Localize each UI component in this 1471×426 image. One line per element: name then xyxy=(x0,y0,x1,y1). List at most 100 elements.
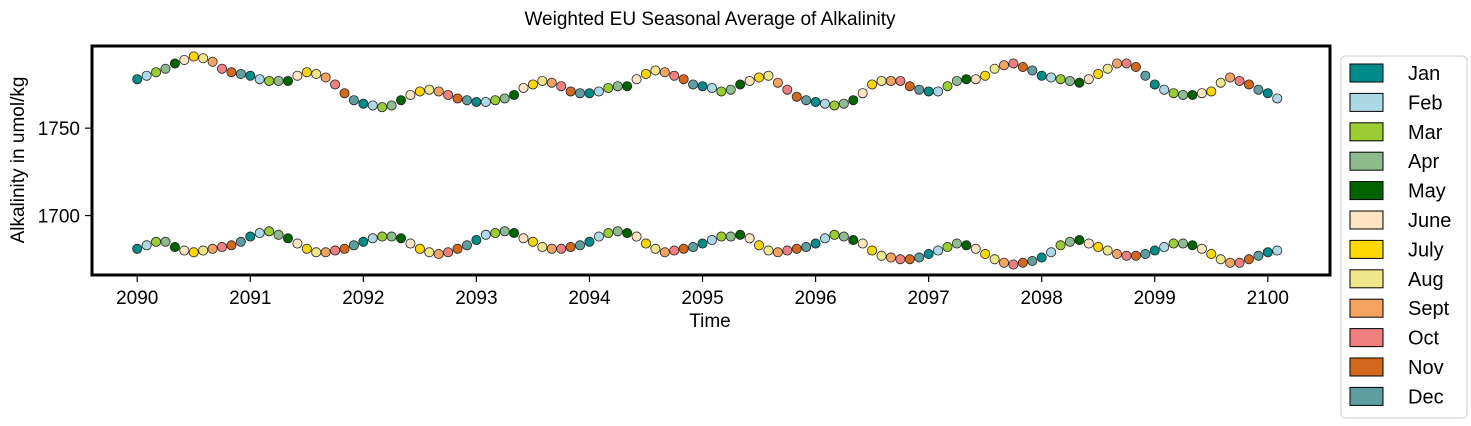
data-point xyxy=(829,229,840,240)
data-point xyxy=(867,245,878,256)
data-point xyxy=(433,249,444,260)
data-point xyxy=(509,89,520,100)
data-point xyxy=(1074,77,1085,88)
data-point xyxy=(820,233,831,244)
x-axis: 2090 2091 2092 2093 2094 2095 2096 2097 2098 2099… xyxy=(116,275,1289,309)
data-point xyxy=(1234,75,1245,86)
data-point xyxy=(650,243,661,254)
data-point xyxy=(320,247,331,258)
data-point xyxy=(876,75,887,86)
data-point xyxy=(688,79,699,90)
x-tick-label: 2095 xyxy=(681,288,723,309)
data-point xyxy=(801,95,812,106)
data-point xyxy=(1225,72,1236,83)
data-point xyxy=(1159,84,1170,95)
data-point xyxy=(725,231,736,242)
data-point xyxy=(1083,238,1094,249)
data-point xyxy=(527,236,538,247)
data-point xyxy=(791,243,802,254)
data-point xyxy=(1074,235,1085,246)
data-point xyxy=(1027,256,1038,267)
data-point xyxy=(782,245,793,256)
data-point xyxy=(311,68,322,79)
data-point xyxy=(320,72,331,83)
data-point xyxy=(772,77,783,88)
data-point xyxy=(970,74,981,85)
legend-label: Oct xyxy=(1408,328,1440,350)
data-point xyxy=(179,54,190,65)
data-point xyxy=(1168,238,1179,249)
data-point xyxy=(386,231,397,242)
data-point xyxy=(132,74,143,85)
data-point xyxy=(198,245,209,256)
data-point xyxy=(1046,72,1057,83)
data-point xyxy=(471,235,482,246)
legend-label: Feb xyxy=(1408,92,1442,114)
data-point xyxy=(414,243,425,254)
data-point xyxy=(1055,74,1066,85)
x-tick-label: 2100 xyxy=(1247,288,1289,309)
data-point xyxy=(367,233,378,244)
legend-label: Sept xyxy=(1408,298,1450,320)
data-point xyxy=(358,236,369,247)
data-point xyxy=(141,70,152,81)
data-point xyxy=(1008,58,1019,69)
data-point xyxy=(141,240,152,251)
data-point xyxy=(716,231,727,242)
data-point xyxy=(1093,242,1104,253)
data-point xyxy=(226,67,237,78)
data-point xyxy=(622,228,633,239)
data-point xyxy=(904,254,915,265)
data-point xyxy=(810,238,821,249)
data-point xyxy=(1215,254,1226,265)
data-point xyxy=(1121,58,1132,69)
data-point xyxy=(358,98,369,109)
data-point xyxy=(735,79,746,90)
data-point xyxy=(848,235,859,246)
data-point xyxy=(282,75,293,86)
data-point xyxy=(640,238,651,249)
data-point xyxy=(1262,88,1273,99)
legend-swatch xyxy=(1349,269,1384,289)
data-point xyxy=(697,81,708,92)
data-point xyxy=(1055,240,1066,251)
legend-swatch xyxy=(1349,122,1384,142)
data-point xyxy=(160,63,171,74)
data-point xyxy=(292,238,303,249)
data-point xyxy=(405,89,416,100)
data-point xyxy=(1159,242,1170,253)
data-point xyxy=(245,231,256,242)
x-tick-label: 2099 xyxy=(1134,288,1176,309)
data-point xyxy=(1206,86,1217,97)
x-tick-label: 2091 xyxy=(229,288,271,309)
x-tick-label: 2094 xyxy=(568,288,611,309)
data-point xyxy=(490,95,501,106)
data-point xyxy=(857,238,868,249)
y-axis-title: Alkalinity in umol/kg xyxy=(8,77,29,244)
data-point xyxy=(829,100,840,111)
legend-swatch xyxy=(1349,239,1384,259)
data-point xyxy=(838,231,849,242)
data-point xyxy=(933,86,944,97)
data-point xyxy=(1187,240,1198,251)
data-point xyxy=(1243,254,1254,265)
x-tick-label: 2098 xyxy=(1021,288,1063,309)
data-point xyxy=(273,229,284,240)
data-point xyxy=(914,84,925,95)
data-point xyxy=(942,242,953,253)
x-tick-label: 2090 xyxy=(116,288,158,309)
data-point xyxy=(518,82,529,93)
data-point xyxy=(885,252,896,263)
data-point xyxy=(198,53,209,64)
data-point xyxy=(1140,249,1151,260)
data-point xyxy=(499,93,510,104)
data-point xyxy=(1083,74,1094,85)
data-point xyxy=(857,88,868,99)
data-point xyxy=(1149,79,1160,90)
x-axis-title: Time xyxy=(689,311,731,332)
data-point xyxy=(254,228,265,239)
data-point xyxy=(556,243,567,254)
data-point xyxy=(396,95,407,106)
data-points xyxy=(132,51,1283,270)
data-point xyxy=(1064,75,1075,86)
